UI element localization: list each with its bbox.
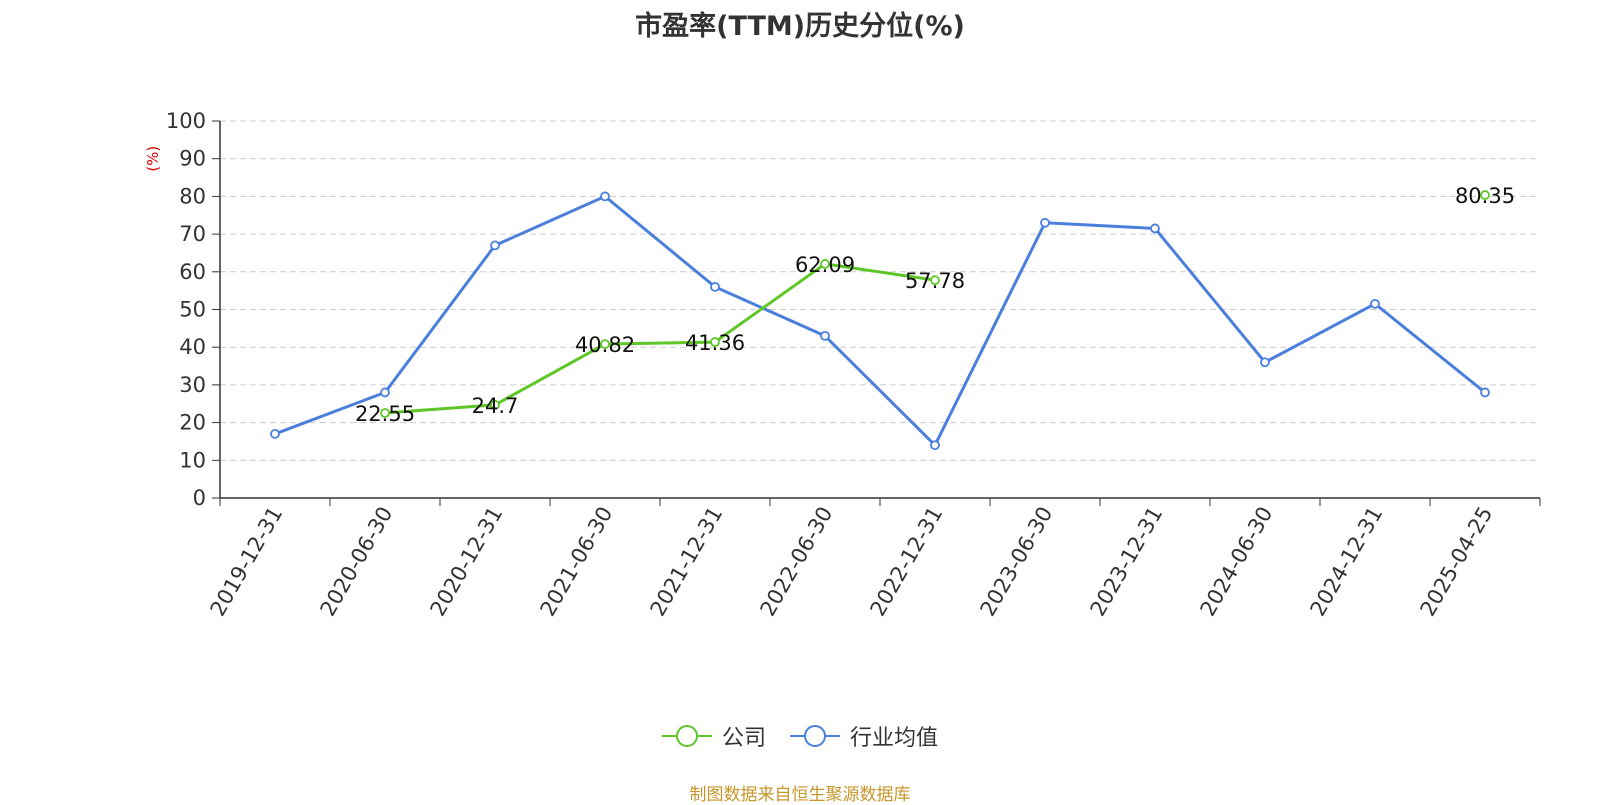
- y-axis-label: (%): [144, 146, 162, 172]
- legend-item-industry[interactable]: 行业均值: [790, 720, 938, 752]
- x-tick-label: 2024-06-30: [1196, 503, 1278, 621]
- data-point-industry: [380, 387, 390, 398]
- data-label-company: 24.7: [472, 394, 519, 418]
- y-tick-label: 70: [179, 222, 206, 246]
- y-tick-label: 50: [179, 298, 206, 322]
- data-label-company: 40.82: [575, 333, 635, 357]
- data-label-company: 80.35: [1455, 184, 1515, 208]
- data-point-industry: [930, 440, 940, 451]
- data-label-company: 62.09: [795, 253, 855, 277]
- x-tick-label: 2020-06-30: [316, 503, 398, 621]
- data-point-industry: [490, 240, 500, 251]
- data-point-industry: [820, 330, 830, 341]
- x-tick-label: 2023-12-31: [1086, 503, 1168, 621]
- legend: 公司 行业均值: [0, 720, 1600, 752]
- data-source-note: 制图数据来自恒生聚源数据库: [689, 785, 911, 805]
- series-lines: [270, 190, 1490, 451]
- x-tick-label: 2019-12-31: [206, 503, 288, 621]
- data-label-company: 41.36: [685, 331, 745, 355]
- data-point-company: [600, 339, 610, 350]
- y-tick-label: 10: [179, 448, 206, 472]
- y-tick-label: 100: [166, 109, 206, 133]
- data-point-company: [380, 408, 390, 418]
- legend-industry-icon: [790, 725, 840, 747]
- x-tick-label: 2020-12-31: [426, 503, 508, 621]
- data-point-industry: [1260, 357, 1270, 368]
- legend-industry-label: 行业均值: [850, 726, 939, 751]
- data-point-industry: [1040, 217, 1050, 228]
- data-labels: 22.55 24.7 40.82 41.36 62.09 57.78 80.35: [355, 184, 1515, 426]
- data-label-company: 22.55: [355, 402, 415, 426]
- y-tick-label: 60: [179, 260, 206, 284]
- x-tick-label: 2024-12-31: [1306, 503, 1388, 621]
- data-point-company: [820, 259, 830, 269]
- x-tick-label: 2025-04-25: [1416, 503, 1498, 621]
- series-line-company: [385, 195, 1485, 413]
- data-point-company: [1480, 190, 1490, 200]
- x-tick-label: 2022-06-30: [756, 503, 838, 621]
- data-point-industry: [270, 429, 280, 439]
- legend-company-icon: [661, 725, 712, 747]
- y-tick-label: 40: [179, 335, 206, 359]
- axes: 0 10 20 30 40 50 60 70 80 90 100(%) 2019-12-31 2020-…: [144, 109, 1541, 621]
- data-point-industry: [710, 281, 720, 292]
- data-point-industry: [1480, 387, 1490, 398]
- data-label-company: 57.78: [905, 269, 965, 293]
- series-line-industry: [274, 194, 1486, 447]
- chart-title: 市盈率(TTM)历史分位(%): [635, 11, 965, 42]
- x-tick-label: 2023-06-30: [976, 503, 1058, 621]
- legend-item-company[interactable]: 公司: [661, 720, 766, 752]
- data-point-company: [930, 275, 940, 286]
- data-point-industry: [1370, 298, 1380, 309]
- data-point-company: [710, 337, 720, 347]
- y-tick-label: 0: [193, 486, 206, 510]
- data-point-industry: [600, 191, 610, 202]
- y-tick-label: 80: [179, 184, 206, 208]
- data-point-company: [490, 399, 500, 410]
- x-tick-label: 2021-06-30: [536, 503, 618, 621]
- x-tick-label: 2022-12-31: [866, 503, 948, 621]
- grid-lines: [220, 120, 1540, 461]
- y-tick-label: 30: [179, 373, 206, 397]
- data-point-industry: [1150, 223, 1160, 234]
- legend-company-label: 公司: [721, 726, 766, 751]
- y-tick-label: 90: [179, 147, 206, 171]
- x-tick-label: 2021-12-31: [646, 503, 728, 621]
- y-tick-label: 20: [179, 411, 206, 435]
